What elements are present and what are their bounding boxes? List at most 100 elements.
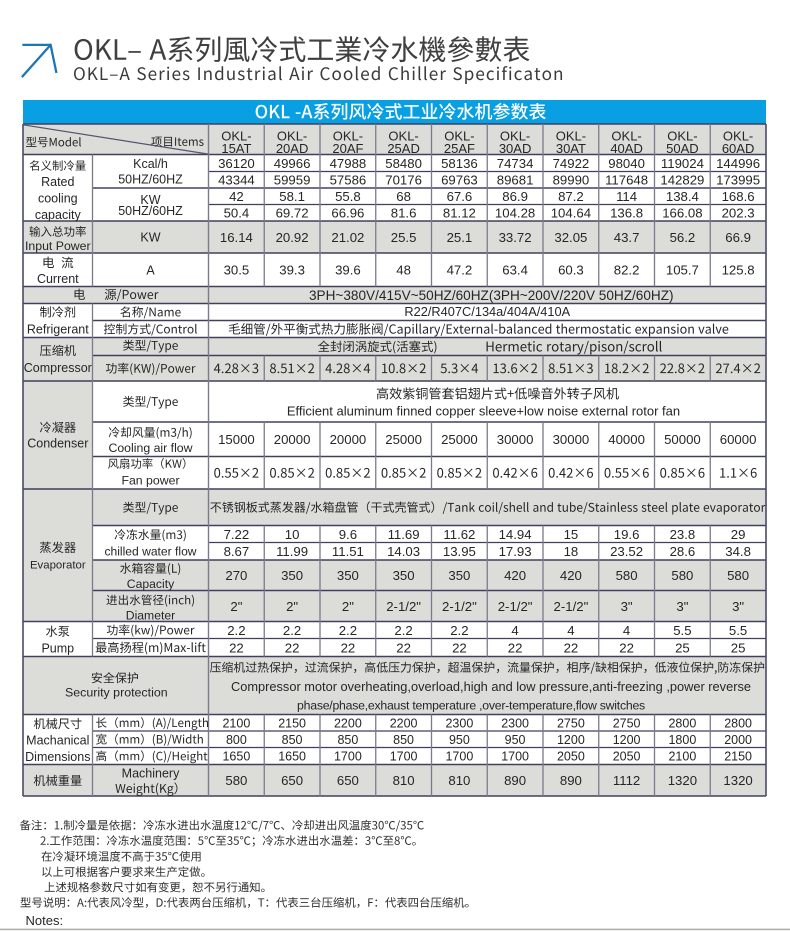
svg-text:5.5: 5.5 — [729, 623, 747, 638]
svg-text:50HZ/60HZ: 50HZ/60HZ — [118, 173, 183, 187]
svg-text:25000: 25000 — [441, 432, 478, 447]
svg-text:105.7: 105.7 — [666, 263, 699, 278]
svg-text:22: 22 — [452, 640, 467, 655]
svg-text:650: 650 — [337, 773, 359, 788]
svg-text:39.6: 39.6 — [335, 263, 361, 278]
svg-text:25.1: 25.1 — [447, 230, 473, 245]
svg-text:OKL-: OKL- — [667, 129, 697, 144]
svg-text:50000: 50000 — [664, 432, 701, 447]
svg-text:Machanical: Machanical — [26, 733, 89, 747]
svg-text:2.2: 2.2 — [227, 623, 245, 638]
svg-text:A: A — [146, 263, 155, 277]
svg-text:2300: 2300 — [445, 716, 473, 730]
svg-text:2100: 2100 — [668, 750, 696, 764]
svg-text:125.8: 125.8 — [722, 263, 755, 278]
svg-text:2800: 2800 — [724, 716, 752, 730]
svg-text:20AD: 20AD — [276, 141, 309, 156]
svg-text:22: 22 — [508, 640, 523, 655]
svg-text:3": 3" — [732, 599, 744, 614]
svg-text:98040: 98040 — [608, 156, 645, 171]
svg-text:650: 650 — [281, 773, 303, 788]
svg-text:10: 10 — [285, 527, 300, 542]
svg-text:60.3: 60.3 — [558, 263, 584, 278]
svg-text:25.5: 25.5 — [391, 230, 417, 245]
svg-text:Diameter: Diameter — [126, 609, 175, 623]
svg-text:cooling: cooling — [38, 192, 78, 206]
svg-text:810: 810 — [448, 773, 470, 788]
svg-text:87.2: 87.2 — [558, 189, 584, 204]
svg-text:11.99: 11.99 — [276, 544, 308, 559]
svg-text:20000: 20000 — [274, 432, 311, 447]
svg-text:60AD: 60AD — [722, 141, 755, 156]
svg-text:70176: 70176 — [385, 173, 422, 188]
svg-text:11.62: 11.62 — [443, 527, 475, 542]
svg-text:74734: 74734 — [497, 156, 534, 171]
svg-text:Cooling air flow: Cooling air flow — [108, 441, 192, 455]
svg-text:420: 420 — [504, 568, 526, 583]
svg-text:11.51: 11.51 — [332, 544, 364, 559]
svg-text:2-1/2": 2-1/2" — [498, 599, 533, 614]
svg-text:34.8: 34.8 — [725, 544, 751, 559]
svg-text:67.6: 67.6 — [447, 189, 473, 204]
svg-text:47988: 47988 — [330, 156, 367, 171]
svg-text:202.3: 202.3 — [722, 206, 755, 221]
svg-text:3PH~380V/415V~50HZ/60HZ(3PH~20: 3PH~380V/415V~50HZ/60HZ(3PH~200V/220V 50… — [309, 288, 674, 303]
svg-text:chilled water flow: chilled water flow — [104, 544, 196, 558]
svg-text:350: 350 — [448, 568, 470, 583]
svg-text:2300: 2300 — [501, 716, 529, 730]
svg-text:4: 4 — [623, 623, 630, 638]
svg-text:89990: 89990 — [553, 173, 590, 188]
svg-text:2050: 2050 — [613, 750, 641, 764]
svg-text:58.1: 58.1 — [279, 189, 305, 204]
svg-text:22: 22 — [396, 640, 411, 655]
svg-text:173995: 173995 — [716, 173, 760, 188]
svg-text:1650: 1650 — [278, 750, 306, 764]
svg-text:20000: 20000 — [330, 432, 367, 447]
svg-text:2800: 2800 — [668, 716, 696, 730]
svg-text:142829: 142829 — [660, 173, 704, 188]
svg-text:2": 2" — [230, 599, 242, 614]
svg-text:1700: 1700 — [334, 750, 362, 764]
svg-text:580: 580 — [616, 568, 638, 583]
svg-text:Compressor: Compressor — [24, 361, 92, 375]
svg-text:2750: 2750 — [613, 716, 641, 730]
svg-text:22: 22 — [229, 640, 244, 655]
svg-text:Input Power: Input Power — [25, 239, 91, 253]
svg-text:23.52: 23.52 — [610, 544, 643, 559]
svg-text:117648: 117648 — [605, 173, 648, 188]
svg-text:119024: 119024 — [661, 156, 704, 171]
svg-text:Security protection: Security protection — [65, 686, 168, 700]
svg-text:28.6: 28.6 — [670, 544, 696, 559]
svg-text:3": 3" — [676, 599, 688, 614]
svg-text:66.9: 66.9 — [725, 230, 751, 245]
svg-text:114: 114 — [616, 189, 637, 204]
svg-text:2.2: 2.2 — [394, 623, 412, 638]
svg-text:Notes:: Notes: — [26, 913, 64, 928]
svg-text:29: 29 — [731, 527, 746, 542]
svg-text:Machinery: Machinery — [122, 766, 180, 780]
svg-text:50HZ/60HZ: 50HZ/60HZ — [118, 204, 183, 218]
svg-text:86.9: 86.9 — [502, 189, 528, 204]
svg-text:36120: 36120 — [218, 156, 255, 171]
svg-text:350: 350 — [281, 568, 303, 583]
svg-text:25AF: 25AF — [444, 141, 475, 156]
svg-text:Capacity: Capacity — [127, 577, 175, 591]
svg-text:104.28: 104.28 — [495, 206, 535, 221]
svg-text:OKL-: OKL- — [556, 129, 586, 144]
svg-text:Dimensions: Dimensions — [25, 750, 90, 764]
svg-text:66.96: 66.96 — [331, 206, 364, 221]
svg-text:7.22: 7.22 — [224, 527, 250, 542]
svg-text:Evaporator: Evaporator — [30, 560, 86, 572]
svg-text:49966: 49966 — [274, 156, 311, 171]
svg-text:16.14: 16.14 — [220, 230, 253, 245]
svg-text:104.64: 104.64 — [551, 206, 591, 221]
svg-text:Refrigerant: Refrigerant — [27, 323, 89, 337]
svg-text:21.02: 21.02 — [331, 230, 364, 245]
svg-text:2150: 2150 — [278, 716, 306, 730]
svg-text:OKL-: OKL- — [444, 129, 474, 144]
svg-text:2.2: 2.2 — [339, 623, 357, 638]
svg-text:57586: 57586 — [330, 173, 367, 188]
svg-text:18: 18 — [564, 544, 579, 559]
svg-text:OKL-: OKL- — [611, 129, 641, 144]
svg-text:32.05: 32.05 — [554, 230, 587, 245]
